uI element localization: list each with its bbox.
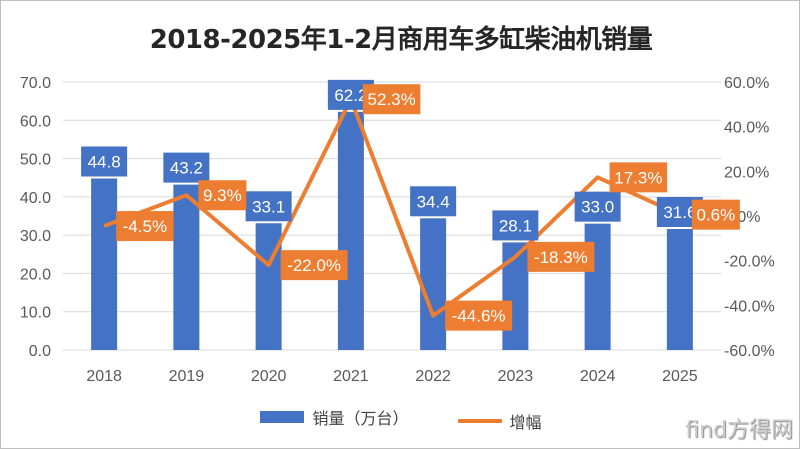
line-label-box [280,250,348,281]
bar [337,111,364,350]
right-tick-label: -40.0% [724,298,775,315]
bar-data-label: 62.2 [334,86,367,105]
legend-item-sales[interactable]: 销量（万台） [260,405,408,429]
line-label-box [116,211,174,242]
bar [420,218,447,350]
bar [666,229,693,350]
line-data-label: -18.3% [534,248,588,267]
left-tick-label: 70.0 [20,75,51,92]
legend-item-growth[interactable]: 增幅 [457,409,542,433]
line-data-label: -22.0% [287,256,341,275]
x-tick-label: 2022 [415,368,451,385]
legend: 销量（万台） 增幅 [1,405,799,433]
bar-label-box [163,152,210,183]
legend-label-growth: 增幅 [509,413,542,432]
bar-label-box [81,146,128,177]
right-tick-label: -60.0% [724,343,775,360]
bar-data-label: 33.0 [581,198,614,217]
bar-label-box [492,210,539,241]
left-tick-label: 10.0 [20,305,51,322]
left-tick-label: 20.0 [20,266,51,283]
line-data-label: 0.6% [697,206,736,225]
left-tick-label: 50.0 [20,152,51,169]
legend-label-sales: 销量（万台） [312,409,409,428]
bar-data-label: 44.8 [88,152,121,171]
line-data-label: 9.3% [203,186,242,205]
line-data-label: -44.6% [452,307,506,326]
line-data-label: -4.5% [123,217,167,236]
left-tick-label: 30.0 [20,228,51,245]
bar [173,184,200,350]
line-label-box [445,300,513,331]
x-tick-label: 2024 [580,368,616,385]
bar-data-label: 43.2 [170,159,203,178]
bar-label-box [245,191,292,222]
bar-data-label: 34.4 [417,192,450,211]
line-label-box [691,199,740,230]
right-tick-label: -20.0% [724,254,775,271]
x-tick-label: 2018 [86,368,122,385]
line-label-box [527,241,595,272]
bar-data-label: 31.6 [663,203,696,222]
right-tick-label: 20.0% [724,164,769,181]
x-tick-label: 2023 [498,368,534,385]
x-tick-label: 2019 [169,368,205,385]
line-label-box [362,84,421,115]
line-label-box [198,180,247,211]
bar-label-box [574,191,621,222]
chart-title: 2018-2025年1-2月商用车多缸柴油机销量 [149,25,653,55]
bar-data-label: 28.1 [499,216,532,235]
bar-data-label: 33.1 [252,197,285,216]
line-data-label: 52.3% [368,90,416,109]
line-data-label: 17.3% [614,168,662,187]
right-tick-label: 40.0% [724,120,769,137]
line-label-box [609,162,668,193]
left-tick-label: 0.0 [29,343,51,360]
x-tick-label: 2021 [333,368,369,385]
right-tick-label: 60.0% [724,75,769,92]
left-tick-label: 40.0 [20,190,51,207]
legend-line-swatch [457,419,502,423]
bar-label-box [410,186,457,217]
left-tick-label: 60.0 [20,113,51,130]
legend-bar-swatch [260,411,305,423]
watermark-logo: find方得网 [685,418,793,443]
bar [502,242,529,350]
x-tick-label: 2020 [251,368,287,385]
x-tick-label: 2025 [662,368,698,385]
bar [91,178,118,350]
